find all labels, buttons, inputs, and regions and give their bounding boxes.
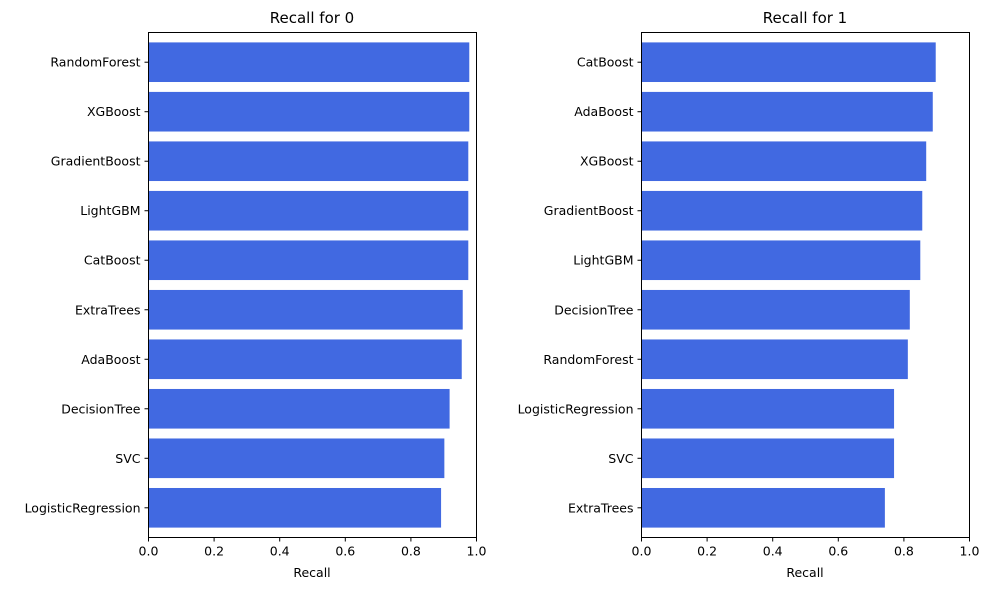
x-axis-label: Recall: [786, 565, 823, 580]
y-tick-label: LogisticRegression: [25, 500, 141, 515]
y-tick-label: GradientBoost: [544, 203, 634, 218]
x-tick-label: 0.4: [270, 544, 290, 559]
bar-svc: [641, 438, 895, 479]
bar-xgboost: [148, 91, 470, 132]
x-tick-label: 0.2: [697, 544, 717, 559]
bar-gradientboost: [148, 141, 469, 182]
y-tick-label: DecisionTree: [61, 401, 141, 416]
y-tick-label: LightGBM: [80, 203, 140, 218]
y-tick-label: CatBoost: [577, 55, 634, 70]
y-tick-label: RandomForest: [50, 55, 140, 70]
bar-svc: [148, 438, 445, 479]
y-tick-label: CatBoost: [84, 253, 141, 268]
bar-randomforest: [148, 42, 470, 83]
y-tick-label: XGBoost: [87, 104, 141, 119]
y-tick-label: SVC: [608, 451, 633, 466]
bar-group: [641, 42, 936, 528]
bar-lightgbm: [641, 240, 921, 281]
plot-frame: [641, 32, 970, 538]
bar-adaboost: [641, 91, 933, 132]
y-tick-label: LogisticRegression: [518, 401, 634, 416]
x-axis: 0.0 0.2 0.4 0.6 0.8 1.0: [139, 537, 487, 559]
x-tick-label: 0.2: [204, 544, 224, 559]
bar-catboost: [148, 240, 469, 281]
y-tick-label: RandomForest: [543, 352, 633, 367]
bar-group: [148, 42, 470, 528]
bar-logisticregression: [641, 388, 895, 429]
chart-panel-recall-1: Recall for 1 CatBoost AdaBoost XGBoost Grad…: [518, 9, 980, 580]
y-tick-label: DecisionTree: [554, 302, 634, 317]
x-tick-label: 1.0: [467, 544, 487, 559]
x-tick-label: 0.8: [894, 544, 914, 559]
chart-title: Recall for 1: [763, 9, 847, 27]
x-tick-label: 0.4: [763, 544, 783, 559]
x-tick-label: 1.0: [960, 544, 980, 559]
plot-frame: [148, 32, 477, 538]
chart-title: Recall for 0: [270, 9, 354, 27]
bar-decisiontree: [641, 289, 910, 330]
x-tick-label: 0.0: [139, 544, 159, 559]
y-axis: CatBoost AdaBoost XGBoost GradientBoost Ligh…: [518, 55, 642, 515]
y-tick-label: XGBoost: [580, 154, 634, 169]
bar-extratrees: [641, 487, 885, 528]
y-axis: RandomForest XGBoost GradientBoost LightGBM…: [25, 55, 149, 515]
y-tick-label: GradientBoost: [51, 154, 141, 169]
x-tick-label: 0.6: [335, 544, 355, 559]
bar-gradientboost: [641, 190, 923, 231]
x-tick-label: 0.8: [401, 544, 421, 559]
bar-adaboost: [148, 339, 462, 380]
bar-catboost: [641, 42, 936, 83]
y-tick-label: AdaBoost: [574, 104, 633, 119]
x-tick-label: 0.0: [632, 544, 652, 559]
y-tick-label: ExtraTrees: [568, 500, 634, 515]
x-tick-label: 0.6: [828, 544, 848, 559]
bar-decisiontree: [148, 388, 450, 429]
bar-logisticregression: [148, 487, 442, 528]
chart-panel-recall-0: Recall for 0 RandomForest XGBoost Gradient…: [25, 9, 487, 580]
y-tick-label: LightGBM: [573, 253, 633, 268]
bar-randomforest: [641, 339, 908, 380]
y-tick-label: AdaBoost: [81, 352, 140, 367]
x-axis-label: Recall: [293, 565, 330, 580]
x-axis: 0.0 0.2 0.4 0.6 0.8 1.0: [632, 537, 980, 559]
bar-extratrees: [148, 289, 463, 330]
y-tick-label: ExtraTrees: [75, 302, 141, 317]
bar-lightgbm: [148, 190, 469, 231]
y-tick-label: SVC: [115, 451, 140, 466]
bar-xgboost: [641, 141, 927, 182]
